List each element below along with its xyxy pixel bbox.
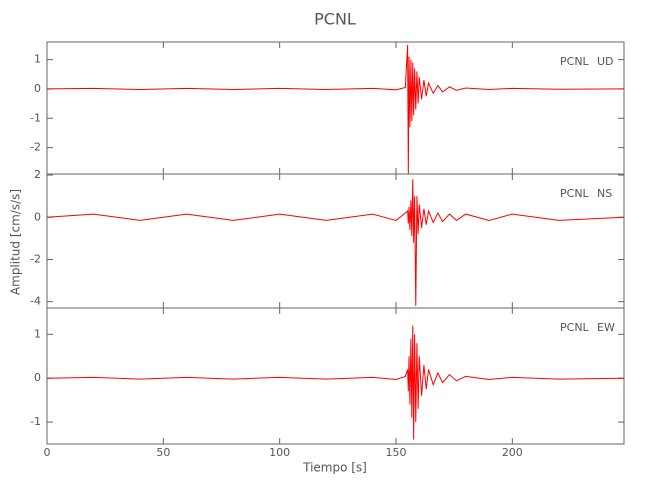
- y-axis-label: Amplitud [cm/s/s]: [9, 189, 23, 295]
- y-tick-label: 1: [34, 327, 41, 340]
- component-label: EW: [597, 321, 615, 334]
- panel-frame: [46, 307, 625, 445]
- y-tick-label: 0: [34, 371, 41, 384]
- waveform: [46, 179, 625, 306]
- station-label: PCNL: [560, 187, 590, 200]
- station-label: PCNL: [560, 55, 590, 68]
- component-label: NS: [597, 187, 612, 200]
- waveform: [46, 44, 625, 175]
- x-axis-label: Tiempo [s]: [302, 461, 367, 475]
- x-tick-label: 200: [502, 446, 523, 459]
- x-tick-label: 150: [385, 446, 406, 459]
- y-tick-label: -4: [30, 295, 41, 308]
- y-tick-label: 0: [34, 210, 41, 223]
- station-label: PCNL: [560, 321, 590, 334]
- x-tick-label: 100: [269, 446, 290, 459]
- y-tick-label: -2: [30, 141, 41, 154]
- panel-frame: [46, 173, 625, 309]
- y-tick-label: -1: [30, 415, 41, 428]
- y-tick-label: -1: [30, 111, 41, 124]
- y-tick-label: 0: [34, 82, 41, 95]
- panel-frame: [46, 41, 625, 175]
- chart-title: PCNL: [314, 10, 356, 29]
- waveform: [46, 325, 625, 440]
- y-tick-label: -2: [30, 252, 41, 265]
- y-tick-label: 2: [34, 168, 41, 181]
- x-tick-label: 0: [44, 446, 51, 459]
- y-tick-label: 1: [34, 53, 41, 66]
- component-label: UD: [597, 55, 614, 68]
- x-tick-label: 50: [156, 446, 170, 459]
